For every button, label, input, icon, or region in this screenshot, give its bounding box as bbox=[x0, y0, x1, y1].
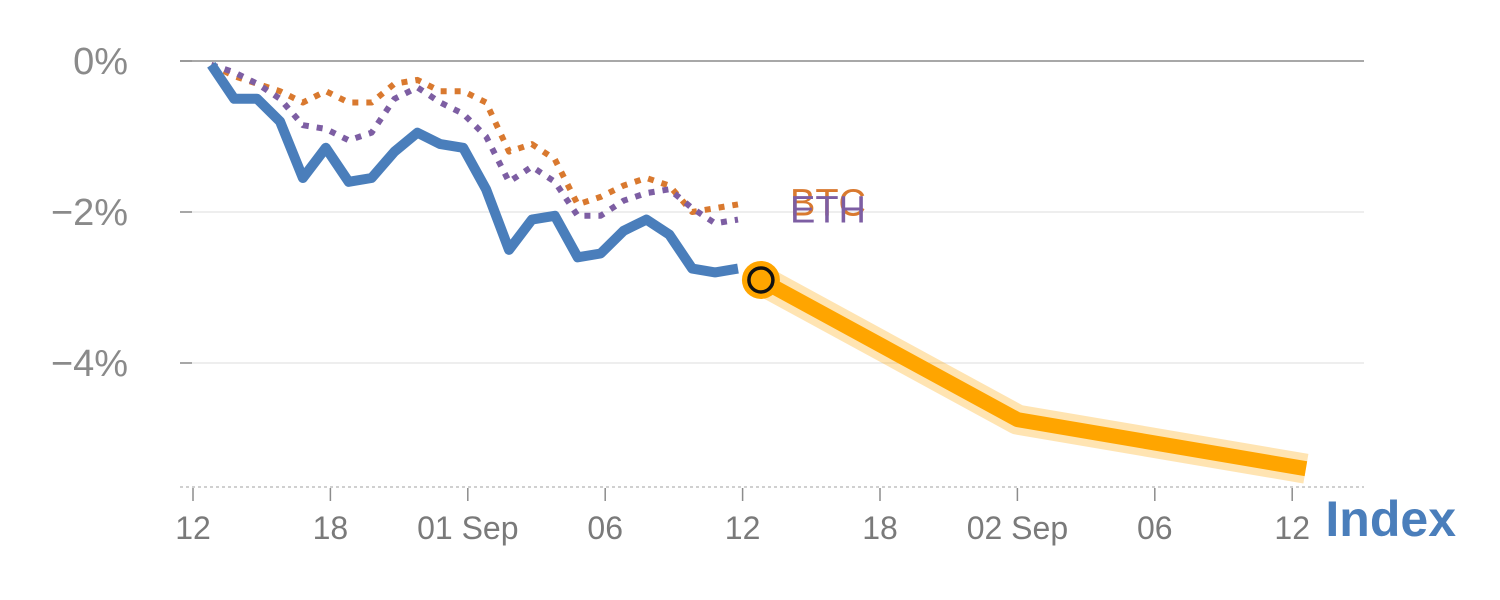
eth-series-label: ETH bbox=[790, 190, 866, 232]
x-tick-label-5: 18 bbox=[862, 510, 898, 546]
x-tick-label-2: 01 Sep bbox=[417, 510, 518, 546]
index-projection-glow bbox=[753, 266, 1309, 484]
gridlines bbox=[180, 60, 1364, 364]
y-axis-ticks: 0% −2% −4% bbox=[51, 41, 128, 385]
eth-line bbox=[210, 61, 739, 227]
x-axis-ticks: 12 18 01 Sep 06 12 18 02 Sep 06 12 bbox=[175, 488, 1310, 546]
x-tick-label-1: 18 bbox=[313, 510, 349, 546]
x-tick-label-7: 06 bbox=[1137, 510, 1173, 546]
index-series-label: Index bbox=[1325, 491, 1456, 547]
index-projection-line bbox=[757, 273, 1308, 477]
x-tick-label-8: 12 bbox=[1274, 510, 1310, 546]
current-value-marker bbox=[741, 260, 780, 299]
x-tick-label-3: 06 bbox=[587, 510, 623, 546]
y-tick-label-0: 0% bbox=[73, 41, 128, 83]
index-line bbox=[207, 62, 739, 278]
x-tick-label-4: 12 bbox=[725, 510, 761, 546]
btc-line bbox=[209, 62, 739, 215]
x-tick-label-0: 12 bbox=[175, 510, 211, 546]
btc-series-label: BTC bbox=[790, 182, 866, 224]
y-tick-label-1: −2% bbox=[51, 192, 128, 234]
marker-dot bbox=[747, 266, 775, 294]
series-lines bbox=[207, 61, 1309, 484]
y-tick-label-2: −4% bbox=[51, 343, 128, 385]
x-tick-label-6: 02 Sep bbox=[967, 510, 1068, 546]
